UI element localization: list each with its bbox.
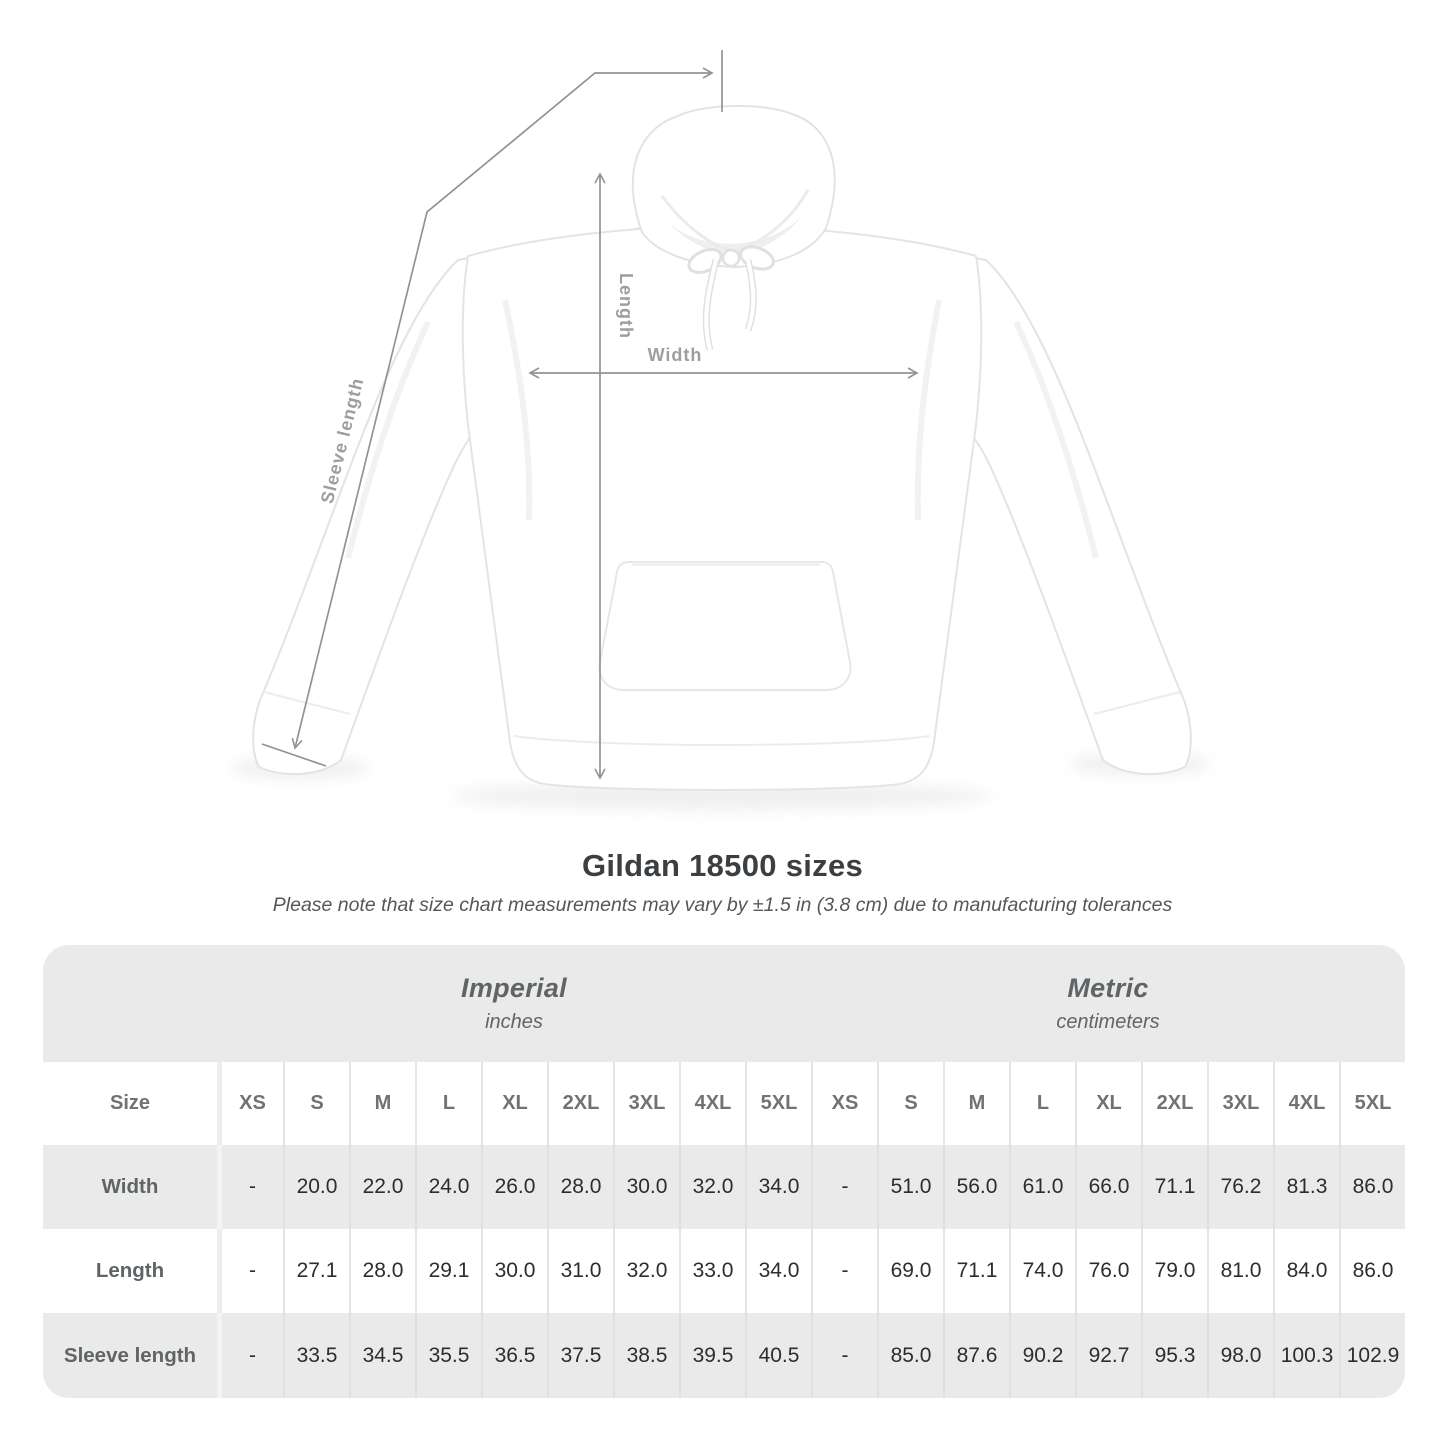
width-measure-label: Width <box>648 345 703 365</box>
table-cell: - <box>217 1313 283 1398</box>
table-cell: 34.0 <box>745 1229 811 1313</box>
table-cell: 32.0 <box>679 1145 745 1229</box>
table-cell: 33.5 <box>283 1313 349 1398</box>
measurement-lines <box>261 50 919 780</box>
sleeve-length-line <box>291 67 714 750</box>
table-cell: - <box>811 1229 877 1313</box>
table-cell: 95.3 <box>1141 1313 1207 1398</box>
size-col-header-XL: XL <box>1075 1062 1141 1145</box>
page-title: Gildan 18500 sizes <box>581 848 864 883</box>
table-cell: 92.7 <box>1075 1313 1141 1398</box>
table-cell: 22.0 <box>349 1145 415 1229</box>
size-col-header-4XL: 4XL <box>679 1062 745 1145</box>
table-cell: 34.5 <box>349 1313 415 1398</box>
table-cell: 87.6 <box>943 1313 1009 1398</box>
size-col-header-3XL: 3XL <box>613 1062 679 1145</box>
table-cell: 28.0 <box>349 1229 415 1313</box>
table-cell: 79.0 <box>1141 1229 1207 1313</box>
unit-group-label: Metric <box>1067 973 1149 1003</box>
size-col-header-L: L <box>415 1062 481 1145</box>
table-cell: - <box>811 1145 877 1229</box>
unit-group-sublabel: inches <box>485 1011 543 1033</box>
table-cell: 90.2 <box>1009 1313 1075 1398</box>
table-cell: 76.0 <box>1075 1229 1141 1313</box>
table-cell: 84.0 <box>1273 1229 1339 1313</box>
table-cell: 51.0 <box>877 1145 943 1229</box>
table-cell: - <box>811 1313 877 1398</box>
sleeve-bottom-tick <box>261 743 327 767</box>
table-cell: 74.0 <box>1009 1229 1075 1313</box>
table-cell: 27.1 <box>283 1229 349 1313</box>
table-cell: 71.1 <box>1141 1145 1207 1229</box>
row-label: Width <box>43 1145 217 1229</box>
table-cell: 81.3 <box>1273 1145 1339 1229</box>
table-cell: 56.0 <box>943 1145 1009 1229</box>
table-cell: 86.0 <box>1339 1229 1405 1313</box>
size-col-header-3XL: 3XL <box>1207 1062 1273 1145</box>
size-col-header-2XL: 2XL <box>1141 1062 1207 1145</box>
table-cell: 31.0 <box>547 1229 613 1313</box>
size-col-header-XL: XL <box>481 1062 547 1145</box>
table-cell: 24.0 <box>415 1145 481 1229</box>
size-col-header-L: L <box>1009 1062 1075 1145</box>
size-col-header-2XL: 2XL <box>547 1062 613 1145</box>
hoodie-image <box>252 104 1192 791</box>
table-cell: 26.0 <box>481 1145 547 1229</box>
size-column-header: Size <box>43 1062 217 1145</box>
size-col-header-XS: XS <box>811 1062 877 1145</box>
table-cell: 86.0 <box>1339 1145 1405 1229</box>
table-cell: - <box>217 1229 283 1313</box>
table-cell: 71.1 <box>943 1229 1009 1313</box>
table-cell: 61.0 <box>1009 1145 1075 1229</box>
table-cell: 39.5 <box>679 1313 745 1398</box>
size-col-header-5XL: 5XL <box>1339 1062 1405 1145</box>
table-cell: 28.0 <box>547 1145 613 1229</box>
size-table: Imperial inches Metric centimeters Size XS S M L… <box>43 945 1405 1398</box>
table-cell: 69.0 <box>877 1229 943 1313</box>
table-cell: 98.0 <box>1207 1313 1273 1398</box>
size-col-header-S: S <box>283 1062 349 1145</box>
size-col-header-M: M <box>349 1062 415 1145</box>
table-cell: 85.0 <box>877 1313 943 1398</box>
table-cell: 20.0 <box>283 1145 349 1229</box>
table-cell: 102.9 <box>1339 1313 1405 1398</box>
table-cell: - <box>217 1145 283 1229</box>
unit-group-metric: Metric centimeters <box>811 945 1405 1062</box>
page-subtitle: Please note that size chart measurements… <box>272 894 1173 916</box>
table-cell: 30.0 <box>613 1145 679 1229</box>
table-cell: 35.5 <box>415 1313 481 1398</box>
units-band-corner <box>43 945 217 1062</box>
table-cell: 34.0 <box>745 1145 811 1229</box>
table-cell: 30.0 <box>481 1229 547 1313</box>
unit-group-imperial: Imperial inches <box>217 945 811 1062</box>
hoodie-measurement-diagram: Length Width Sleeve length <box>230 50 1210 810</box>
table-cell: 32.0 <box>613 1229 679 1313</box>
table-cell: 66.0 <box>1075 1145 1141 1229</box>
table-cell: 38.5 <box>613 1313 679 1398</box>
row-label: Length <box>43 1229 217 1313</box>
table-cell: 100.3 <box>1273 1313 1339 1398</box>
table-cell: 29.1 <box>415 1229 481 1313</box>
length-measure-label: Length <box>616 273 636 339</box>
row-label: Sleeve length <box>43 1313 217 1398</box>
table-cell: 76.2 <box>1207 1145 1273 1229</box>
size-col-header-XS: XS <box>217 1062 283 1145</box>
size-col-header-S: S <box>877 1062 943 1145</box>
table-cell: 37.5 <box>547 1313 613 1398</box>
size-col-header-5XL: 5XL <box>745 1062 811 1145</box>
table-cell: 81.0 <box>1207 1229 1273 1313</box>
size-col-header-4XL: 4XL <box>1273 1062 1339 1145</box>
size-col-header-M: M <box>943 1062 1009 1145</box>
table-cell: 40.5 <box>745 1313 811 1398</box>
unit-group-sublabel: centimeters <box>1056 1011 1160 1033</box>
table-cell: 36.5 <box>481 1313 547 1398</box>
unit-group-label: Imperial <box>461 973 567 1003</box>
table-cell: 33.0 <box>679 1229 745 1313</box>
